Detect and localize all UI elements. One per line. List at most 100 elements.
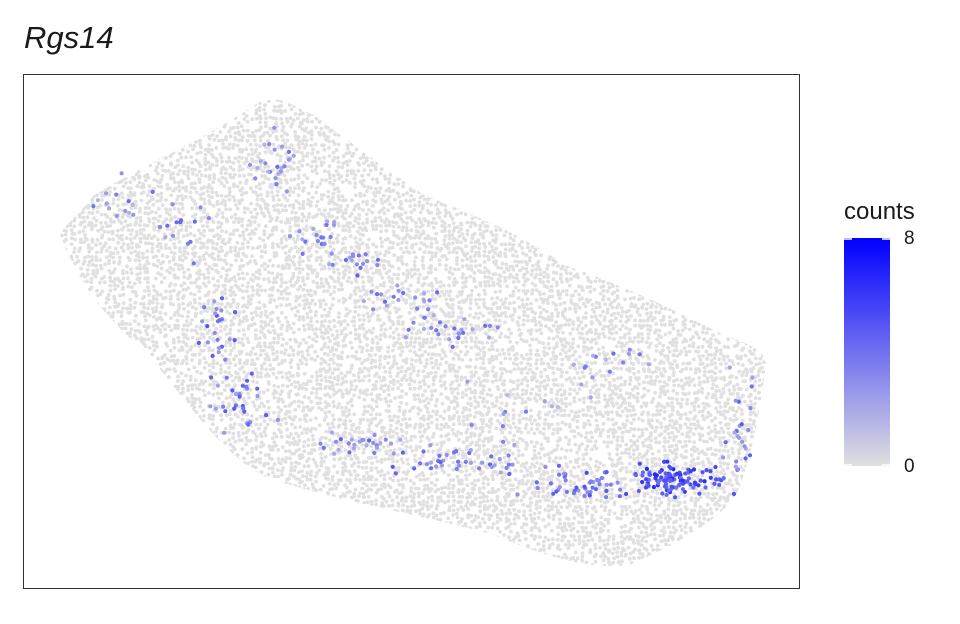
tissue-spot — [386, 208, 391, 213]
tissue-spot — [331, 191, 336, 196]
tissue-spot — [291, 203, 296, 208]
tissue-spot — [69, 154, 74, 159]
tissue-spot — [95, 118, 99, 123]
tissue-spot — [219, 167, 224, 172]
tissue-spot — [104, 255, 109, 259]
tissue-spot — [321, 160, 326, 165]
tissue-spot — [721, 245, 726, 250]
tissue-spot — [762, 168, 766, 173]
tissue-spot — [411, 150, 416, 155]
tissue-spot — [631, 199, 636, 204]
tissue-spot — [236, 121, 241, 125]
tissue-spot — [60, 197, 62, 201]
tissue-spot — [516, 130, 521, 134]
tissue-spot — [180, 180, 185, 185]
tissue-spot — [723, 141, 728, 146]
tissue-spot — [89, 135, 94, 140]
tissue-spot — [336, 142, 341, 147]
tissue-spot — [173, 225, 178, 230]
tissue-spot — [485, 219, 490, 223]
tissue-spot — [637, 229, 642, 234]
tissue-spot — [159, 99, 163, 103]
tissue-spot — [585, 91, 589, 95]
tissue-spot — [338, 204, 343, 209]
tissue-spot — [373, 193, 378, 198]
tissue-spot — [223, 199, 227, 204]
tissue-spot — [683, 180, 688, 185]
tissue-spot — [188, 224, 193, 229]
tissue-spot — [115, 91, 119, 95]
tissue-spot — [434, 221, 438, 226]
tissue-spot — [264, 124, 268, 128]
tissue-spot — [456, 205, 461, 210]
tissue-spot — [645, 223, 650, 228]
tissue-spot — [258, 144, 262, 148]
tissue-spot — [676, 197, 681, 201]
tissue-spot — [390, 120, 395, 124]
tissue-spot — [706, 240, 711, 245]
tissue-spot — [123, 134, 128, 138]
tissue-spot — [141, 134, 146, 139]
tissue-spot — [680, 258, 684, 262]
tissue-spot — [645, 245, 649, 249]
tissue-spot — [82, 159, 86, 164]
tissue-spot — [538, 208, 543, 213]
tissue-spot — [410, 180, 414, 185]
tissue-spot — [378, 102, 382, 107]
tissue-spot — [86, 186, 90, 190]
tissue-spot — [706, 126, 711, 131]
tissue-spot — [178, 249, 183, 254]
tissue-spot — [709, 124, 714, 129]
tissue-spot — [621, 194, 625, 199]
tissue-spot — [317, 120, 322, 124]
tissue-spot — [664, 122, 668, 127]
tissue-spot — [331, 150, 336, 155]
tissue-spot — [232, 228, 236, 233]
tissue-spot — [422, 104, 427, 109]
tissue-spot — [107, 178, 112, 182]
tissue-spot — [115, 203, 120, 208]
tissue-spot — [336, 255, 340, 260]
tissue-spot — [632, 241, 637, 246]
tissue-spot — [645, 122, 650, 127]
spatial-scatter-plot — [52, 91, 766, 566]
tissue-spot — [526, 245, 530, 250]
tissue-spot — [203, 148, 208, 152]
tissue-spot — [390, 245, 395, 250]
tissue-spot — [615, 259, 620, 263]
tissue-spot — [556, 142, 561, 147]
tissue-spot — [697, 247, 701, 251]
tissue-spot — [231, 91, 235, 95]
tissue-spot — [489, 195, 494, 199]
tissue-spot — [208, 167, 212, 171]
tissue-spot — [477, 162, 482, 167]
tissue-spot — [422, 118, 426, 122]
tissue-spot — [319, 163, 324, 168]
tissue-spot — [525, 233, 529, 238]
tissue-spot — [278, 158, 283, 163]
tissue-spot — [597, 96, 601, 100]
tissue-spot — [103, 128, 107, 133]
tissue-spot — [111, 126, 116, 131]
tissue-spot — [113, 180, 117, 185]
tissue-spot — [180, 206, 185, 211]
tissue-spot — [99, 221, 103, 225]
tissue-spot — [599, 180, 604, 185]
tissue-spot — [384, 217, 389, 222]
tissue-spot — [615, 92, 619, 96]
tissue-spot — [615, 167, 619, 171]
tissue-spot — [112, 220, 116, 224]
tissue-spot — [52, 95, 56, 99]
tissue-spot — [212, 234, 217, 239]
tissue-spot — [65, 194, 70, 198]
tissue-spot — [318, 112, 322, 117]
tissue-spot — [175, 107, 180, 111]
tissue-spot — [691, 151, 696, 156]
tissue-spot — [499, 242, 504, 247]
tissue-spot — [525, 101, 530, 105]
tissue-spot — [356, 169, 361, 173]
tissue-spot — [485, 224, 490, 229]
tissue-spot — [540, 107, 545, 112]
tissue-spot — [460, 232, 465, 237]
tissue-spot — [365, 113, 370, 118]
